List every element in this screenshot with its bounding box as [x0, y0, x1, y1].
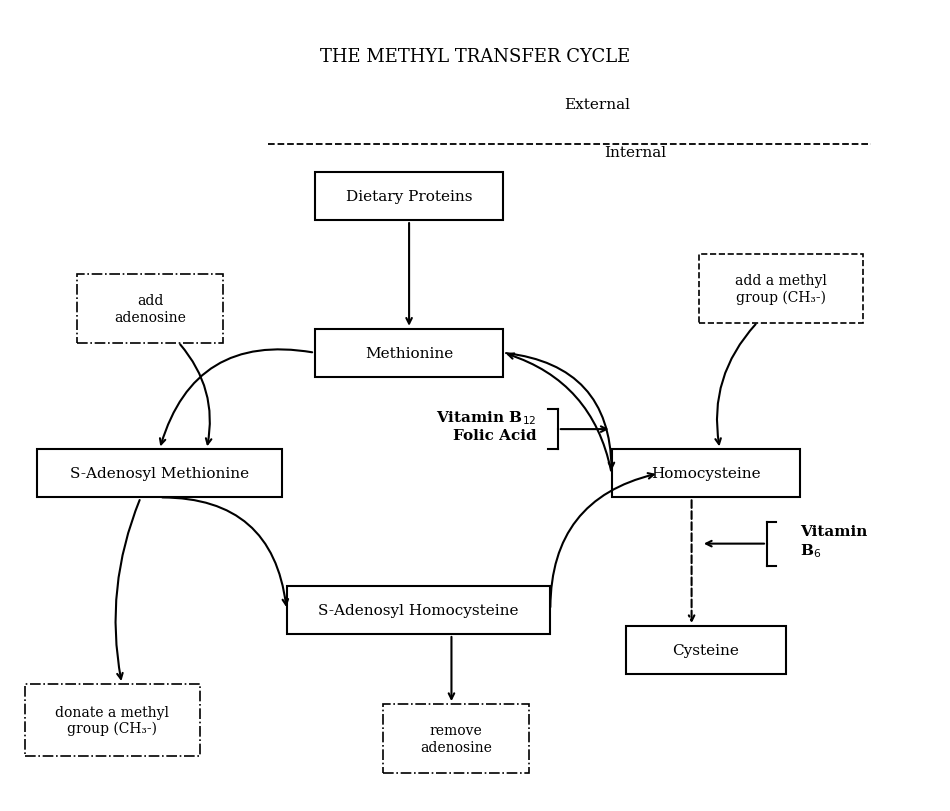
Text: Vitamin
B$_6$: Vitamin B$_6$: [800, 525, 867, 559]
Text: Vitamin B$_{12}$
Folic Acid: Vitamin B$_{12}$ Folic Acid: [436, 409, 536, 443]
FancyBboxPatch shape: [314, 329, 504, 377]
Text: Dietary Proteins: Dietary Proteins: [346, 190, 472, 204]
Text: add a methyl
group (CH₃-): add a methyl group (CH₃-): [735, 274, 827, 304]
FancyBboxPatch shape: [77, 275, 223, 343]
FancyBboxPatch shape: [26, 684, 200, 757]
FancyBboxPatch shape: [37, 449, 282, 498]
Text: Homocysteine: Homocysteine: [651, 467, 761, 481]
Text: THE METHYL TRANSFER CYCLE: THE METHYL TRANSFER CYCLE: [320, 49, 630, 67]
Text: remove
adenosine: remove adenosine: [420, 723, 492, 753]
FancyBboxPatch shape: [314, 173, 504, 221]
Text: Internal: Internal: [604, 146, 666, 160]
FancyBboxPatch shape: [287, 586, 550, 634]
Text: External: External: [564, 97, 631, 111]
FancyBboxPatch shape: [698, 255, 864, 324]
Text: Cysteine: Cysteine: [673, 643, 739, 657]
FancyBboxPatch shape: [383, 705, 529, 773]
FancyBboxPatch shape: [626, 626, 786, 675]
Text: S-Adenosyl Methionine: S-Adenosyl Methionine: [70, 467, 249, 481]
Text: Methionine: Methionine: [365, 346, 453, 360]
Text: S-Adenosyl Homocysteine: S-Adenosyl Homocysteine: [318, 603, 519, 617]
Text: add
adenosine: add adenosine: [114, 294, 186, 324]
FancyBboxPatch shape: [612, 449, 800, 498]
Text: donate a methyl
group (CH₃-): donate a methyl group (CH₃-): [55, 705, 169, 736]
